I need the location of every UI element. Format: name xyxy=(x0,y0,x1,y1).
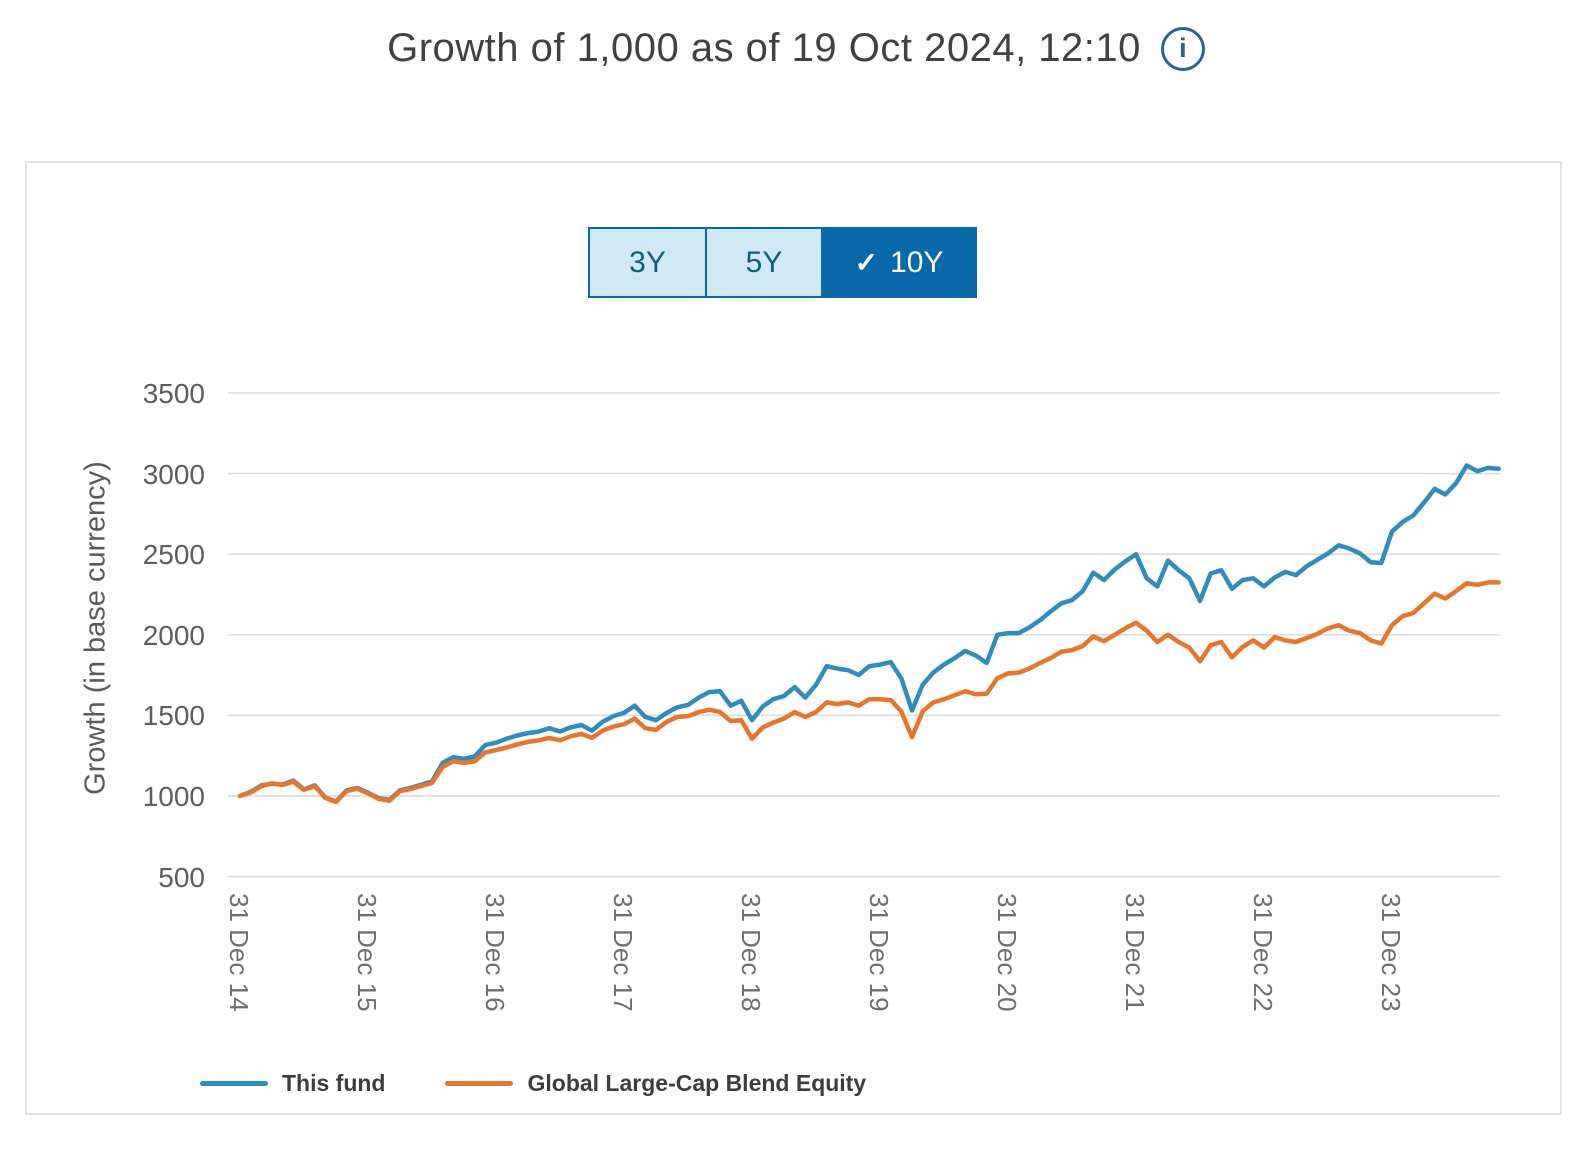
period-selector: 3Y 5Y ✓ 10Y xyxy=(588,227,977,298)
x-tick-label-22: 31 Dec 22 xyxy=(1248,893,1278,1012)
tab-5y[interactable]: 5Y xyxy=(707,229,823,296)
x-tick-label-18: 31 Dec 18 xyxy=(736,893,766,1012)
this-fund-line xyxy=(237,463,1501,804)
page-title: Growth of 1,000 as of 19 Oct 2024, 12:10 xyxy=(387,26,1141,70)
legend: This fund Global Large-Cap Blend Equity xyxy=(200,1070,866,1097)
info-icon[interactable]: i xyxy=(1160,26,1205,71)
benchmark-line xyxy=(237,580,1501,805)
checkmark-icon: ✓ xyxy=(854,247,879,278)
x-tick-label-23: 31 Dec 23 xyxy=(1376,893,1406,1012)
legend-label: Global Large-Cap Blend Equity xyxy=(527,1070,867,1096)
this-fund-line-swatch xyxy=(200,1081,268,1086)
y-tick-label-1000: 1000 xyxy=(142,780,205,812)
y-tick-label-3500: 3500 xyxy=(142,378,205,409)
tab-label: 5Y xyxy=(745,245,783,279)
tab-10y[interactable]: ✓ 10Y xyxy=(823,229,975,296)
x-tick-label-19: 31 Dec 19 xyxy=(864,893,894,1012)
x-tick-label-16: 31 Dec 16 xyxy=(480,893,510,1012)
legend-label: This fund xyxy=(282,1070,386,1096)
x-tick-label-20: 31 Dec 20 xyxy=(992,893,1022,1012)
legend-item-benchmark: Global Large-Cap Blend Equity xyxy=(445,1070,866,1097)
tab-label: 3Y xyxy=(629,245,666,279)
x-tick-label-17: 31 Dec 17 xyxy=(608,893,638,1012)
y-axis-title: Growth (in base currency) xyxy=(79,461,112,795)
y-tick-label-2500: 2500 xyxy=(142,539,205,571)
y-tick-label-2000: 2000 xyxy=(142,619,205,651)
y-tick-label-1500: 1500 xyxy=(142,700,205,732)
legend-item-this-fund: This fund xyxy=(200,1070,385,1097)
x-tick-label-15: 31 Dec 15 xyxy=(352,893,382,1012)
y-tick-label-500: 500 xyxy=(158,861,205,893)
y-tick-label-3000: 3000 xyxy=(142,458,205,490)
x-tick-label-14: 31 Dec 14 xyxy=(224,893,254,1012)
tab-3y[interactable]: 3Y xyxy=(590,229,707,296)
chart-header: Growth of 1,000 as of 19 Oct 2024, 12:10… xyxy=(0,26,1592,71)
x-tick-label-21: 31 Dec 21 xyxy=(1120,893,1150,1012)
tab-label: 10Y xyxy=(890,245,944,279)
benchmark-line-swatch xyxy=(445,1081,514,1086)
